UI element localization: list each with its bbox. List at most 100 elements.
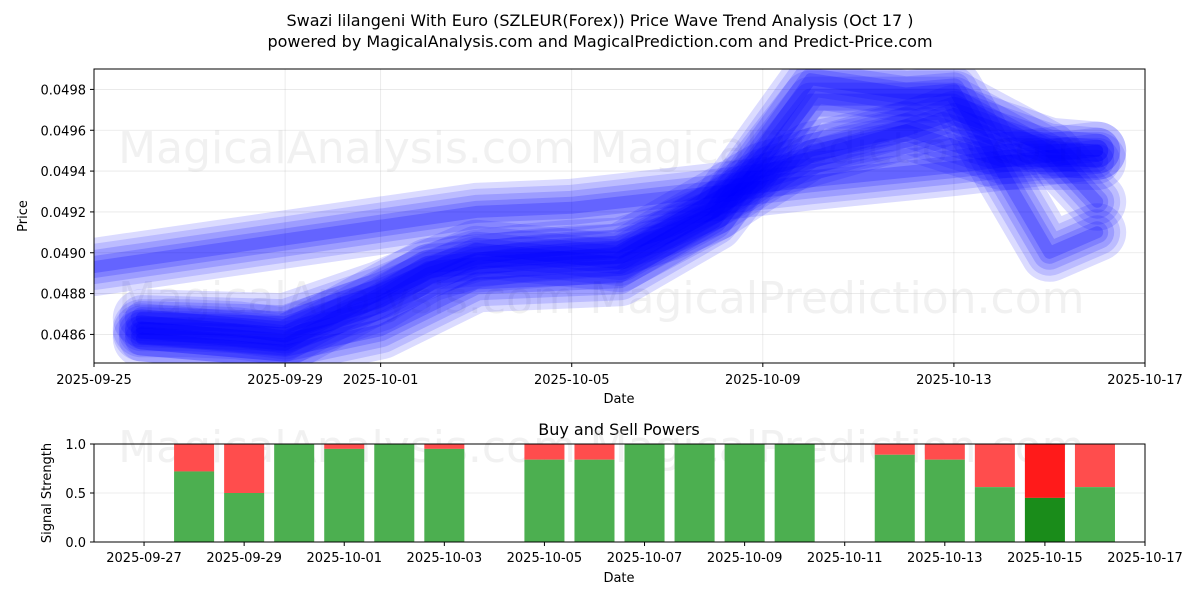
- sell-bar-0: [174, 444, 215, 472]
- price-watermarks: MagicalAnalysis.com MagicalPrediction.co…: [118, 123, 1084, 324]
- wave-band-3-2: [124, 69, 1115, 340]
- price-x-tick-label-4: 2025-10-09: [725, 373, 801, 388]
- wave-band-2-1: [118, 76, 1121, 363]
- wave-series-0: [112, 84, 1127, 363]
- buy-bar-7: [574, 459, 615, 542]
- sell-bar-5: [424, 444, 465, 449]
- buy-sell-chart: Buy and Sell Powers MagicalAnalysis.com …: [40, 420, 1183, 586]
- sell-bar-1: [224, 444, 265, 493]
- buy-bar-10: [724, 444, 765, 542]
- wave-band-0-0: [112, 84, 1127, 363]
- price-y-axis-label: Price: [16, 200, 31, 232]
- price-grid: [93, 69, 1146, 363]
- wave-band-4-1: [118, 107, 1121, 363]
- wave-band-3-1: [118, 69, 1121, 346]
- buy-bar-14: [974, 487, 1015, 542]
- buy-bar-16: [1074, 487, 1115, 542]
- wave-series-3: [112, 69, 1127, 352]
- sell-bar-13: [924, 444, 965, 460]
- buy-bar-12: [874, 454, 915, 542]
- wave-band-2-4: [135, 93, 1104, 357]
- buy-bar-13: [924, 459, 965, 542]
- buy-bar-1: [224, 493, 265, 542]
- sell-bar-14: [974, 444, 1015, 488]
- watermark-prediction-mid: MagicalPrediction.com: [590, 273, 1085, 324]
- price-y-tick-label-3: 0.0492: [41, 206, 87, 221]
- price-y-tick-label-1: 0.0488: [41, 288, 87, 303]
- wave-band-0-1: [118, 90, 1121, 360]
- signal-x-tick-label-6: 2025-10-09: [707, 551, 783, 566]
- wave-series-1: [94, 121, 1127, 296]
- wave-band-2-2: [124, 82, 1115, 363]
- signal-y-axis-label: Signal Strength: [40, 443, 55, 543]
- price-x-ticks: 2025-09-25 2025-09-29 2025-10-01 2025-10-05…: [56, 363, 1183, 388]
- buy-bar-2: [274, 444, 315, 542]
- signal-x-tick-label-2: 2025-10-01: [306, 551, 382, 566]
- wave-band-4-3: [130, 119, 1109, 356]
- price-y-tick-label-6: 0.0498: [41, 83, 87, 98]
- wave-band-2-0: [112, 70, 1127, 363]
- price-x-axis-label: Date: [603, 392, 634, 407]
- wave-band-1-4: [94, 144, 1104, 273]
- signal-y-tick-label-0: 0.0: [65, 536, 86, 551]
- signal-x-ticks: 2025-09-27 2025-09-29 2025-10-01 2025-10-03…: [106, 542, 1183, 566]
- buy-bar-6: [524, 459, 565, 542]
- chart-subtitle: powered by MagicalAnalysis.com and Magic…: [267, 32, 932, 51]
- price-x-tick-label-5: 2025-10-13: [916, 373, 992, 388]
- sell-bar-12: [874, 444, 915, 455]
- sell-bar-3: [324, 444, 365, 449]
- sell-bar-7: [574, 444, 615, 460]
- price-x-tick-label-0: 2025-09-25: [56, 373, 132, 388]
- signal-x-tick-label-7: 2025-10-11: [807, 551, 883, 566]
- sell-bar-15: [1024, 444, 1065, 498]
- watermark-prediction-top: MagicalPrediction.com: [590, 123, 1085, 174]
- wave-series-2: [112, 70, 1127, 363]
- wave-band-4-0: [112, 101, 1127, 363]
- signal-x-tick-label-4: 2025-10-05: [507, 551, 583, 566]
- signal-x-axis-label: Date: [603, 571, 634, 586]
- price-y-tick-label-2: 0.0490: [41, 247, 87, 262]
- wave-band-1-2: [94, 133, 1115, 284]
- price-x-tick-label-3: 2025-10-05: [534, 373, 610, 388]
- wave-band-0-4: [135, 107, 1104, 343]
- buy-bar-3: [324, 448, 365, 542]
- wave-band-4-2: [124, 113, 1115, 362]
- wave-series-4: [112, 101, 1127, 363]
- price-x-tick-label-2: 2025-10-01: [343, 373, 419, 388]
- buy-bar-15: [1024, 497, 1065, 542]
- price-y-tick-label-4: 0.0494: [41, 165, 87, 180]
- buy-bar-8: [624, 444, 665, 542]
- sell-bar-16: [1074, 444, 1115, 488]
- buy-bar-9: [674, 444, 715, 542]
- wave-band-0-2: [124, 96, 1115, 354]
- watermark-analysis-mid: MagicalAnalysis.com: [118, 273, 576, 324]
- wave-band-1-0: [94, 121, 1127, 296]
- signal-x-tick-label-0: 2025-09-27: [106, 551, 182, 566]
- buy-bar-5: [424, 448, 465, 542]
- wave-band-0-3: [130, 102, 1109, 348]
- wave-band-3-4: [135, 73, 1104, 329]
- watermark-analysis-top: MagicalAnalysis.com: [118, 123, 576, 174]
- signal-y-ticks: 0.0 0.5 1.0: [65, 438, 94, 551]
- buy-bar-0: [174, 471, 215, 542]
- signal-x-tick-label-8: 2025-10-13: [907, 551, 983, 566]
- signal-y-tick-label-1: 0.5: [65, 487, 86, 502]
- wave-band-2-3: [130, 88, 1109, 362]
- sell-bar-6: [524, 444, 565, 460]
- signal-x-tick-label-5: 2025-10-07: [607, 551, 683, 566]
- signal-y-tick-label-2: 1.0: [65, 438, 86, 453]
- wave-band-3-3: [130, 69, 1109, 334]
- price-wave-chart: MagicalAnalysis.com MagicalPrediction.co…: [16, 68, 1183, 407]
- signal-bars: [174, 444, 1115, 542]
- price-y-tick-label-0: 0.0486: [41, 328, 87, 343]
- buy-bar-11: [774, 444, 815, 542]
- signal-x-tick-label-3: 2025-10-03: [407, 551, 483, 566]
- signal-x-tick-label-1: 2025-09-29: [206, 551, 282, 566]
- price-y-ticks: 0.0486 0.0488 0.0490 0.0492 0.0494 0.0496 0.04…: [41, 83, 94, 343]
- price-y-tick-label-5: 0.0496: [41, 124, 87, 139]
- price-x-tick-label-1: 2025-09-29: [247, 373, 323, 388]
- chart-title: Swazi lilangeni With Euro (SZLEUR(Forex)…: [286, 11, 913, 30]
- price-plot-frame: [93, 68, 1146, 364]
